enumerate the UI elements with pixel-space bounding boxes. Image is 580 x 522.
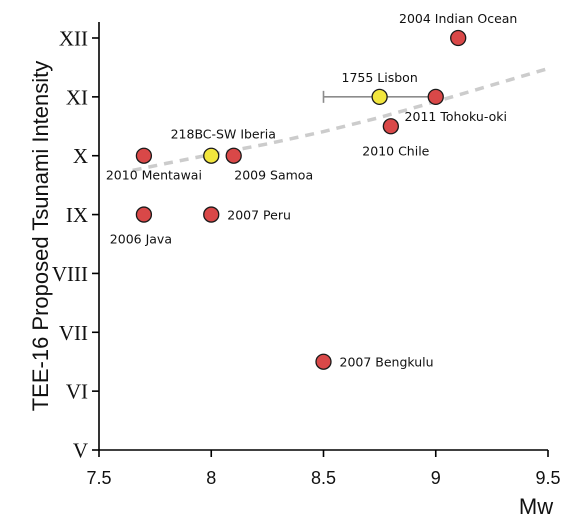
- y-tick-label: V: [73, 439, 88, 463]
- point-label: 2007 Peru: [227, 208, 291, 223]
- point-label: 2007 Bengkulu: [340, 355, 434, 370]
- x-tick-label: 9: [431, 468, 441, 488]
- y-tick-label: X: [73, 144, 88, 168]
- data-point: [371, 88, 388, 106]
- point-labels-layer: 2004 Indian Ocean 1755 Lisbon 2011 Tohoku-…: [106, 11, 518, 370]
- point-label: 2004 Indian Ocean: [399, 11, 517, 26]
- data-point: [427, 88, 444, 106]
- y-axis-title: TEE-16 Proposed Tsunami Intensity: [28, 61, 53, 412]
- data-point: [450, 29, 467, 47]
- y-tick-label: VIII: [52, 262, 88, 286]
- y-tick-label: IX: [66, 203, 88, 227]
- point-label: 2009 Samoa: [234, 168, 313, 183]
- point-label: 1755 Lisbon: [342, 70, 418, 85]
- trendline: [132, 66, 549, 173]
- data-point: [203, 147, 220, 164]
- x-tick-label: 7.5: [86, 468, 111, 488]
- data-point: [203, 206, 220, 223]
- points-layer: [135, 29, 467, 370]
- x-tick-label: 8: [206, 468, 216, 488]
- point-label: 2011 Tohoku-oki: [405, 109, 507, 124]
- point-label: 218BC-SW Iberia: [171, 127, 276, 142]
- x-axis-title: Mw: [519, 494, 553, 519]
- data-point: [315, 353, 332, 370]
- ticks-layer: 7.5 8 8.5 9 9.5 V VI VII VIII IX X XI XII: [52, 27, 561, 489]
- data-point: [135, 206, 153, 223]
- data-point: [135, 147, 153, 164]
- y-tick-label: VI: [66, 380, 88, 404]
- point-label: 2006 Java: [110, 232, 172, 247]
- point-label: 2010 Mentawai: [106, 168, 202, 183]
- trendline-layer: [132, 66, 549, 173]
- x-tick-label: 9.5: [535, 468, 560, 488]
- point-label: 2010 Chile: [362, 143, 429, 158]
- x-tick-label: 8.5: [311, 468, 336, 488]
- y-tick-label: XI: [66, 85, 88, 109]
- y-tick-label: VII: [59, 321, 88, 345]
- data-point: [225, 147, 242, 164]
- data-point: [382, 118, 400, 135]
- y-tick-label: XII: [59, 27, 88, 51]
